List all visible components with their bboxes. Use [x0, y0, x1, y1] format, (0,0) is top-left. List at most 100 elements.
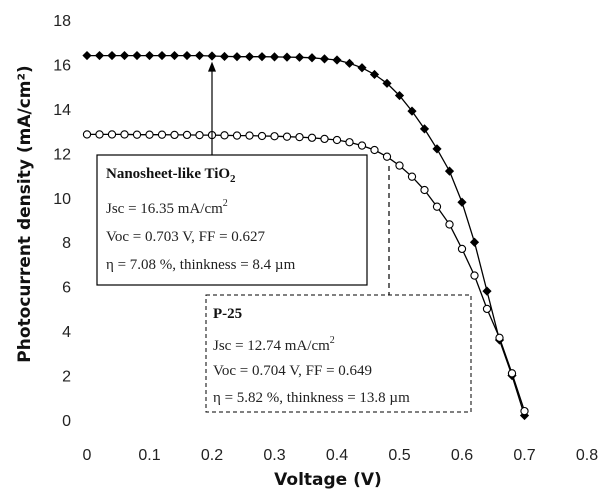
y-tick-label: 12 [53, 146, 71, 163]
data-point-p25 [107, 130, 117, 139]
data-point-p25 [407, 172, 417, 181]
data-point-nanosheet [82, 50, 92, 61]
data-point-p25 [120, 130, 129, 139]
data-point-nanosheet [232, 52, 242, 62]
y-tick-label: 10 [53, 191, 71, 208]
data-point-p25 [495, 333, 504, 342]
y-tick-label: 2 [62, 369, 71, 386]
data-point-nanosheet [119, 50, 130, 61]
data-point-nanosheet [294, 52, 305, 62]
annotation-p25-jsc: Jsc = 12.74 mA/cm2 [213, 335, 335, 354]
data-point-nanosheet [157, 50, 167, 61]
data-point-nanosheet [444, 166, 455, 176]
y-tick-label: 16 [53, 57, 71, 74]
data-point-nanosheet [244, 52, 255, 62]
data-point-p25 [507, 369, 517, 378]
data-point-p25 [457, 244, 467, 254]
data-point-p25 [307, 133, 317, 142]
data-point-nanosheet [382, 78, 392, 88]
data-point-p25 [370, 145, 379, 155]
annotation-nanosheet: Nanosheet-like TiO2 Jsc = 16.35 mA/cm2 V… [96, 61, 368, 286]
x-tick-label: 0.3 [263, 447, 285, 464]
data-point-p25 [145, 130, 154, 139]
y-tick-label: 4 [62, 324, 71, 341]
data-point-nanosheet [344, 58, 355, 68]
x-axis-ticks: 0 0.1 0.2 0.3 0.4 0.5 0.6 0.7 0.8 [83, 447, 599, 464]
data-point-p25 [220, 131, 229, 140]
data-point-nanosheet [457, 197, 467, 207]
annotation-nanosheet-arrowhead [208, 61, 216, 72]
data-point-p25 [132, 130, 142, 139]
data-point-nanosheet [319, 54, 330, 64]
data-point-nanosheet [357, 63, 367, 73]
data-point-p25 [282, 132, 292, 141]
data-point-p25 [270, 132, 279, 141]
data-point-nanosheet [369, 69, 380, 80]
data-point-p25 [245, 131, 254, 140]
y-tick-label: 8 [62, 235, 71, 252]
data-point-p25 [520, 406, 529, 416]
data-point-p25 [357, 141, 367, 150]
x-tick-label: 0.1 [138, 447, 160, 464]
data-point-p25 [482, 304, 492, 314]
data-point-nanosheet [207, 51, 217, 61]
data-point-nanosheet [432, 144, 442, 154]
y-tick-label: 0 [62, 413, 71, 430]
y-axis-title: Photocurrent density (mA/cm²) [15, 65, 35, 362]
data-point-p25 [420, 185, 429, 195]
annotation-nanosheet-jsc: Jsc = 16.35 mA/cm2 [106, 198, 228, 217]
annotation-nanosheet-voc: Voc = 0.703 V, FF = 0.627 [106, 229, 266, 245]
data-point-p25 [445, 220, 454, 229]
x-axis-title: Voltage (V) [274, 470, 382, 490]
data-point-p25 [170, 130, 179, 140]
data-point-nanosheet [144, 50, 155, 61]
data-point-nanosheet [257, 52, 267, 62]
data-point-p25 [345, 138, 354, 147]
data-point-nanosheet [407, 106, 417, 116]
data-point-p25 [257, 131, 267, 141]
x-tick-label: 0.8 [576, 447, 598, 464]
data-point-nanosheet [282, 52, 292, 62]
data-point-nanosheet [194, 50, 205, 61]
data-point-nanosheet [132, 50, 142, 61]
annotation-p25-box [205, 294, 472, 413]
data-point-p25 [295, 132, 304, 142]
annotation-p25-title: P-25 [213, 306, 242, 322]
data-point-p25 [382, 152, 392, 161]
x-tick-label: 0.2 [201, 447, 223, 464]
y-tick-label: 14 [53, 102, 71, 119]
data-point-p25 [95, 130, 104, 139]
data-point-nanosheet [182, 50, 192, 61]
x-tick-label: 0.4 [326, 447, 348, 464]
data-point-p25 [320, 134, 329, 144]
data-point-p25 [182, 130, 192, 140]
series-layer [82, 50, 530, 421]
x-tick-label: 0.5 [388, 447, 410, 464]
x-tick-label: 0 [83, 447, 92, 464]
x-tick-label: 0.7 [513, 447, 535, 464]
data-point-nanosheet [332, 55, 342, 65]
data-point-nanosheet [107, 50, 117, 61]
annotation-nanosheet-title: Nanosheet-like TiO2 [106, 166, 236, 185]
annotation-p25: P-25 Jsc = 12.74 mA/cm2 Voc = 0.704 V, F… [205, 166, 472, 413]
annotation-p25-voc: Voc = 0.704 V, FF = 0.649 [213, 363, 372, 379]
data-point-nanosheet [219, 51, 230, 62]
data-point-p25 [332, 135, 342, 145]
data-point-nanosheet [482, 286, 492, 296]
annotation-p25-eta: η = 5.82 %, thinkness = 13.8 µm [213, 390, 410, 406]
y-axis-ticks: 0 2 4 6 8 10 12 14 16 18 [53, 13, 71, 430]
data-point-p25 [232, 131, 242, 140]
y-tick-label: 18 [53, 13, 71, 30]
data-point-p25 [157, 130, 167, 139]
data-point-p25 [195, 130, 204, 140]
annotation-nanosheet-eta: η = 7.08 %, thinkness = 8.4 µm [106, 257, 296, 273]
data-point-nanosheet [394, 90, 405, 101]
y-tick-label: 6 [62, 280, 71, 297]
data-point-p25 [470, 271, 479, 280]
data-point-nanosheet [94, 50, 105, 61]
data-point-nanosheet [419, 124, 430, 134]
x-tick-label: 0.6 [451, 447, 473, 464]
data-point-p25 [395, 161, 404, 170]
data-point-p25 [432, 202, 442, 211]
